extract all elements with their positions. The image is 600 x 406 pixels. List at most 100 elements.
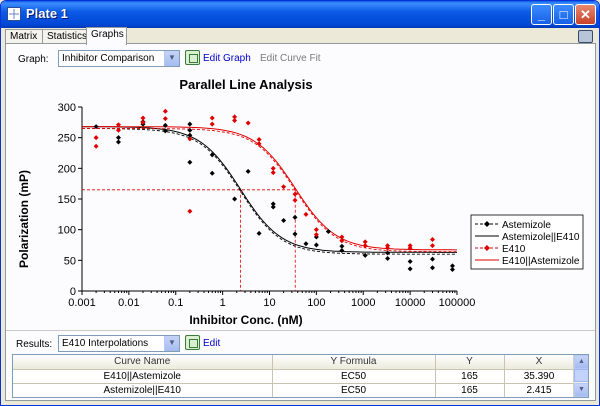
data-point (292, 214, 298, 220)
data-point (362, 239, 368, 245)
table-row[interactable]: E410||Astemizole EC50 165 35.390 (13, 369, 575, 384)
x-cell[interactable]: 2.415 (504, 383, 575, 397)
results-scrollbar[interactable]: ▲ ▼ (573, 355, 588, 397)
data-point (385, 245, 391, 251)
data-point (162, 108, 168, 114)
edit-results-link[interactable]: Edit (203, 338, 221, 349)
tab-graphs[interactable]: Graphs (86, 27, 127, 45)
parallel-line-chart: Parallel Line Analysis Inhibitor Conc. (… (17, 77, 584, 327)
x-cell[interactable]: 35.390 (504, 369, 575, 384)
data-point (292, 191, 298, 197)
results-select[interactable]: E410 Interpolations ▼ (58, 335, 180, 352)
data-point (292, 231, 298, 237)
graph-label: Graph: (18, 54, 49, 65)
data-point (339, 234, 345, 240)
chart-title: Parallel Line Analysis (179, 77, 312, 92)
chevron-down-icon[interactable]: ▼ (164, 51, 179, 66)
data-point (313, 242, 319, 248)
maximize-button[interactable]: □ (553, 4, 574, 25)
close-icon: ✕ (580, 7, 591, 22)
chevron-down-icon[interactable]: ▼ (574, 383, 588, 397)
y-tick-label: 0 (70, 286, 76, 298)
chevron-up-icon[interactable]: ▲ (574, 355, 588, 369)
x-tick-label: 0.001 (68, 297, 96, 309)
curve-name-cell[interactable]: Astemizole||E410 (13, 383, 273, 397)
data-point (209, 152, 215, 158)
legend-marker (484, 245, 490, 251)
curve-name-cell[interactable]: E410||Astemizole (13, 369, 273, 384)
chart-area: Parallel Line Analysis Inhibitor Conc. (… (6, 74, 595, 328)
data-point (407, 245, 413, 251)
graph-select-value: Inhibitor Comparison (62, 53, 155, 64)
x-tick-label: 10000 (395, 297, 426, 309)
calculator-icon[interactable] (578, 30, 593, 43)
data-point (140, 115, 146, 121)
data-point (187, 208, 193, 214)
interpolation-guides (82, 189, 296, 291)
data-point (162, 116, 168, 122)
x-tick-label: 100000 (439, 297, 476, 309)
close-button[interactable]: ✕ (575, 4, 596, 25)
table-row[interactable]: Astemizole||E410 EC50 165 2.415 (13, 383, 575, 397)
chevron-down-icon[interactable]: ▼ (164, 336, 179, 351)
data-point (115, 122, 121, 128)
data-point (281, 217, 287, 223)
edit-graph-icon[interactable] (185, 50, 200, 65)
data-point (209, 115, 215, 121)
data-point (187, 121, 193, 127)
data-point (93, 124, 99, 130)
data-point (256, 137, 262, 143)
minimize-button[interactable]: _ (531, 4, 552, 25)
edit-curve-fit-link: Edit Curve Fit (260, 53, 321, 64)
legend-entry: Astemizole (502, 220, 551, 231)
data-point (140, 119, 146, 125)
data-point (281, 184, 287, 190)
data-point (292, 197, 298, 203)
column-header[interactable]: Y (435, 355, 505, 370)
y-tick-label: 100 (58, 225, 76, 237)
column-header[interactable]: Curve Name (13, 355, 273, 370)
graph-select[interactable]: Inhibitor Comparison ▼ (58, 50, 180, 67)
data-point (449, 267, 455, 273)
tab-statistics[interactable]: Statistics (42, 29, 87, 44)
edit-results-icon[interactable] (185, 335, 200, 350)
legend-entry: E410 (502, 244, 526, 255)
data-point (93, 135, 99, 141)
title-bar[interactable]: Plate 1 _ □ ✕ (1, 1, 599, 28)
data-point (209, 170, 215, 176)
data-point (362, 243, 368, 249)
column-header[interactable]: Y Formula (272, 355, 436, 370)
results-select-value: E410 Interpolations (62, 338, 149, 349)
y-formula-cell[interactable]: EC50 (272, 369, 436, 384)
graph-toolbar: Graph: Inhibitor Comparison ▼ Edit Graph… (6, 44, 595, 74)
y-cell[interactable]: 165 (435, 383, 505, 397)
edit-graph-link[interactable]: Edit Graph (203, 53, 251, 64)
plate-grid-icon (7, 7, 21, 21)
results-grid: Curve Name Y Formula Y X E410||Astemizol… (12, 354, 589, 398)
x-tick-label: 1000 (351, 297, 375, 309)
data-point (303, 241, 309, 247)
data-point (429, 256, 435, 262)
data-point (313, 227, 319, 233)
results-label: Results: (16, 339, 53, 350)
tab-matrix[interactable]: Matrix (5, 29, 43, 44)
data-point (232, 196, 238, 202)
data-point (115, 139, 121, 145)
data-point (187, 127, 193, 133)
data-point (385, 250, 391, 256)
data-point (339, 248, 345, 254)
y-formula-cell[interactable]: EC50 (272, 383, 436, 397)
y-cell[interactable]: 165 (435, 369, 505, 384)
results-toolbar: Results: E410 Interpolations ▼ Edit (6, 330, 595, 354)
y-tick-label: 200 (58, 163, 76, 175)
data-point (339, 238, 345, 244)
scroll-thumb[interactable] (574, 369, 588, 382)
data-point (449, 263, 455, 269)
y-tick-label: 300 (58, 102, 76, 114)
column-header[interactable]: X (504, 355, 575, 370)
fit-curve-dashed-1 (82, 128, 457, 255)
data-point (115, 135, 121, 141)
data-point (303, 211, 309, 217)
chart-axes: 0 50 100 150 200 250 300 0.001 0.01 0.1 1 10 100 1000… (58, 102, 476, 309)
data-point (270, 204, 276, 210)
